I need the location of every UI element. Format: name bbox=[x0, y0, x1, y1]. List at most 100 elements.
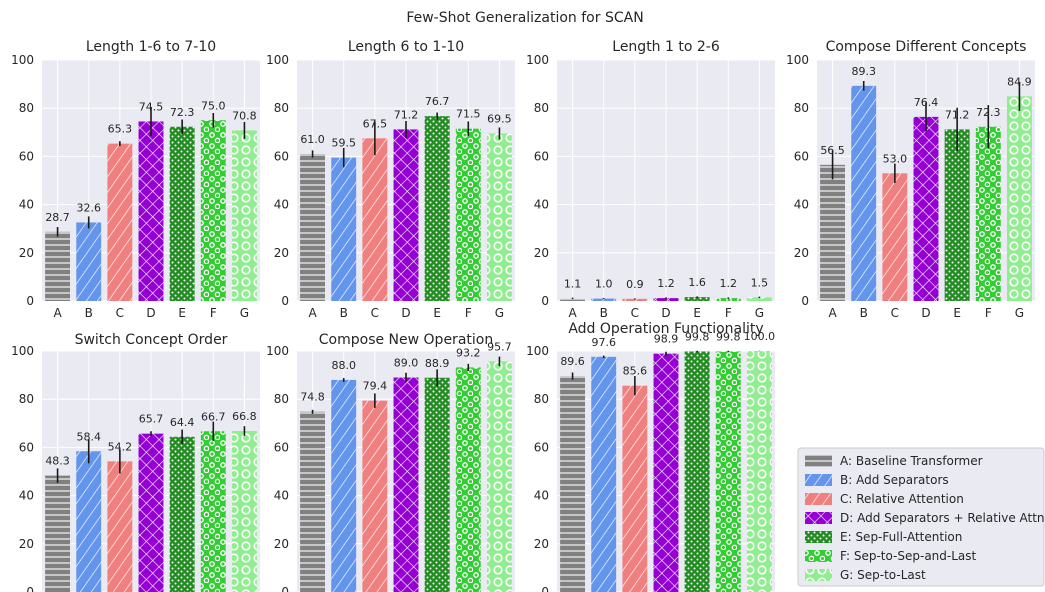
y-tick-label: 60 bbox=[534, 440, 549, 454]
y-tick-label: 80 bbox=[534, 101, 549, 115]
x-tick-label: F bbox=[985, 306, 992, 320]
data-label: 99.8 bbox=[685, 330, 710, 343]
data-label: 72.3 bbox=[976, 106, 1001, 119]
bar-C bbox=[882, 173, 908, 301]
bar-F bbox=[455, 367, 481, 592]
x-tick-label: F bbox=[725, 306, 732, 320]
bar-D bbox=[393, 377, 419, 592]
y-tick-label: 100 bbox=[11, 53, 34, 67]
x-tick-label: D bbox=[401, 306, 410, 320]
data-label: 53.0 bbox=[883, 152, 908, 165]
subplot-2: 0 20 40 60 80 100 Length 6 to 1-10 61.0 A 59.5 B 67… bbox=[266, 39, 515, 320]
bar-G bbox=[486, 133, 512, 301]
data-label: 97.6 bbox=[591, 336, 616, 349]
x-tick-label: D bbox=[146, 306, 155, 320]
x-tick-label: E bbox=[178, 306, 186, 320]
data-label: 100.0 bbox=[744, 330, 776, 343]
x-tick-label: C bbox=[371, 306, 379, 320]
bar-A bbox=[300, 153, 326, 301]
x-tick-label: F bbox=[465, 306, 472, 320]
bar-E bbox=[424, 377, 450, 592]
x-tick-label: G bbox=[1015, 306, 1024, 320]
y-tick-label: 80 bbox=[274, 392, 289, 406]
x-tick-label: F bbox=[210, 306, 217, 320]
legend-swatch-G bbox=[805, 569, 832, 581]
bar-B bbox=[76, 451, 102, 592]
data-label: 1.6 bbox=[688, 276, 706, 289]
data-label: 75.0 bbox=[201, 99, 226, 112]
bar-A bbox=[45, 231, 71, 301]
bar-D bbox=[138, 121, 164, 301]
subplot-title: Compose Different Concepts bbox=[826, 39, 1027, 55]
y-tick-label: 60 bbox=[534, 149, 549, 163]
legend-label-A: A: Baseline Transformer bbox=[840, 454, 983, 468]
data-label: 85.6 bbox=[623, 365, 648, 378]
subplot-title: Compose New Operation bbox=[319, 332, 493, 348]
x-tick-label: B bbox=[85, 306, 93, 320]
legend-box bbox=[797, 447, 1045, 587]
bar-A bbox=[820, 164, 846, 301]
legend-swatch-E bbox=[805, 531, 832, 543]
bar-G bbox=[231, 431, 257, 592]
data-label: 89.3 bbox=[851, 65, 876, 78]
y-tick-label: 20 bbox=[534, 246, 549, 260]
bar-D bbox=[138, 433, 164, 592]
data-label: 72.3 bbox=[170, 106, 195, 119]
subplot-title: Add Operation Functionality bbox=[568, 321, 763, 337]
subplot-3: 0 20 40 60 80 100 Length 1 to 2-6 1.1 A 1.0 B 0.9 C 1… bbox=[526, 39, 775, 320]
bar-A bbox=[560, 298, 586, 301]
data-label: 66.7 bbox=[201, 410, 226, 423]
subplot-6: 0 20 40 60 80 100 Compose New Operation 74.8 88.… bbox=[266, 332, 515, 592]
x-tick-label: E bbox=[953, 306, 961, 320]
data-label: 66.8 bbox=[232, 410, 257, 423]
y-tick-label: 100 bbox=[266, 344, 289, 358]
data-label: 79.4 bbox=[363, 380, 388, 393]
y-tick-label: 60 bbox=[19, 440, 34, 454]
data-label: 65.3 bbox=[108, 123, 133, 136]
subplot-1: 0 20 40 60 80 100 Length 1-6 to 7-10 28.7 A 32.6 B… bbox=[11, 39, 260, 320]
figure-title: Few-Shot Generalization for SCAN bbox=[406, 10, 643, 26]
y-tick-label: 20 bbox=[534, 537, 549, 551]
subplot-title: Switch Concept Order bbox=[75, 332, 228, 348]
bar-B bbox=[76, 222, 102, 301]
y-tick-label: 60 bbox=[274, 440, 289, 454]
bar-G bbox=[746, 297, 772, 301]
bar-E bbox=[944, 129, 970, 301]
x-tick-label: B bbox=[340, 306, 348, 320]
bar-D bbox=[393, 129, 419, 301]
data-label: 0.9 bbox=[626, 278, 644, 291]
data-label: 1.2 bbox=[657, 277, 675, 290]
y-tick-label: 40 bbox=[274, 489, 289, 503]
y-tick-label: 100 bbox=[526, 344, 549, 358]
data-label: 99.8 bbox=[716, 330, 741, 343]
x-tick-label: G bbox=[240, 306, 249, 320]
y-tick-label: 80 bbox=[19, 392, 34, 406]
data-label: 1.1 bbox=[564, 277, 582, 290]
y-tick-label: 100 bbox=[526, 53, 549, 67]
y-tick-label: 60 bbox=[794, 149, 809, 163]
bar-G bbox=[1006, 96, 1032, 302]
y-tick-label: 80 bbox=[534, 392, 549, 406]
x-tick-label: A bbox=[828, 306, 837, 320]
legend: A: Baseline Transformer B: Add Separators… bbox=[797, 447, 1045, 587]
bar-A bbox=[45, 475, 71, 592]
subplots: 0 20 40 60 80 100 Length 1-6 to 7-10 28.7 A 32.6 B… bbox=[11, 39, 1035, 592]
x-tick-label: C bbox=[116, 306, 124, 320]
y-tick-label: 40 bbox=[19, 489, 34, 503]
bar-E bbox=[684, 351, 710, 592]
data-label: 64.4 bbox=[170, 416, 195, 429]
bar-F bbox=[715, 298, 741, 301]
legend-swatch-B bbox=[805, 474, 832, 486]
bar-F bbox=[200, 120, 226, 301]
bar-F bbox=[200, 431, 226, 592]
data-label: 32.6 bbox=[76, 201, 101, 214]
data-label: 84.9 bbox=[1007, 75, 1032, 88]
y-tick-label: 40 bbox=[274, 198, 289, 212]
bar-C bbox=[362, 138, 388, 301]
bar-C bbox=[362, 400, 388, 592]
data-label: 48.3 bbox=[45, 455, 70, 468]
legend-label-C: C: Relative Attention bbox=[840, 492, 964, 506]
y-tick-label: 100 bbox=[786, 53, 809, 67]
data-label: 71.2 bbox=[945, 108, 970, 121]
data-label: 70.8 bbox=[232, 109, 257, 122]
